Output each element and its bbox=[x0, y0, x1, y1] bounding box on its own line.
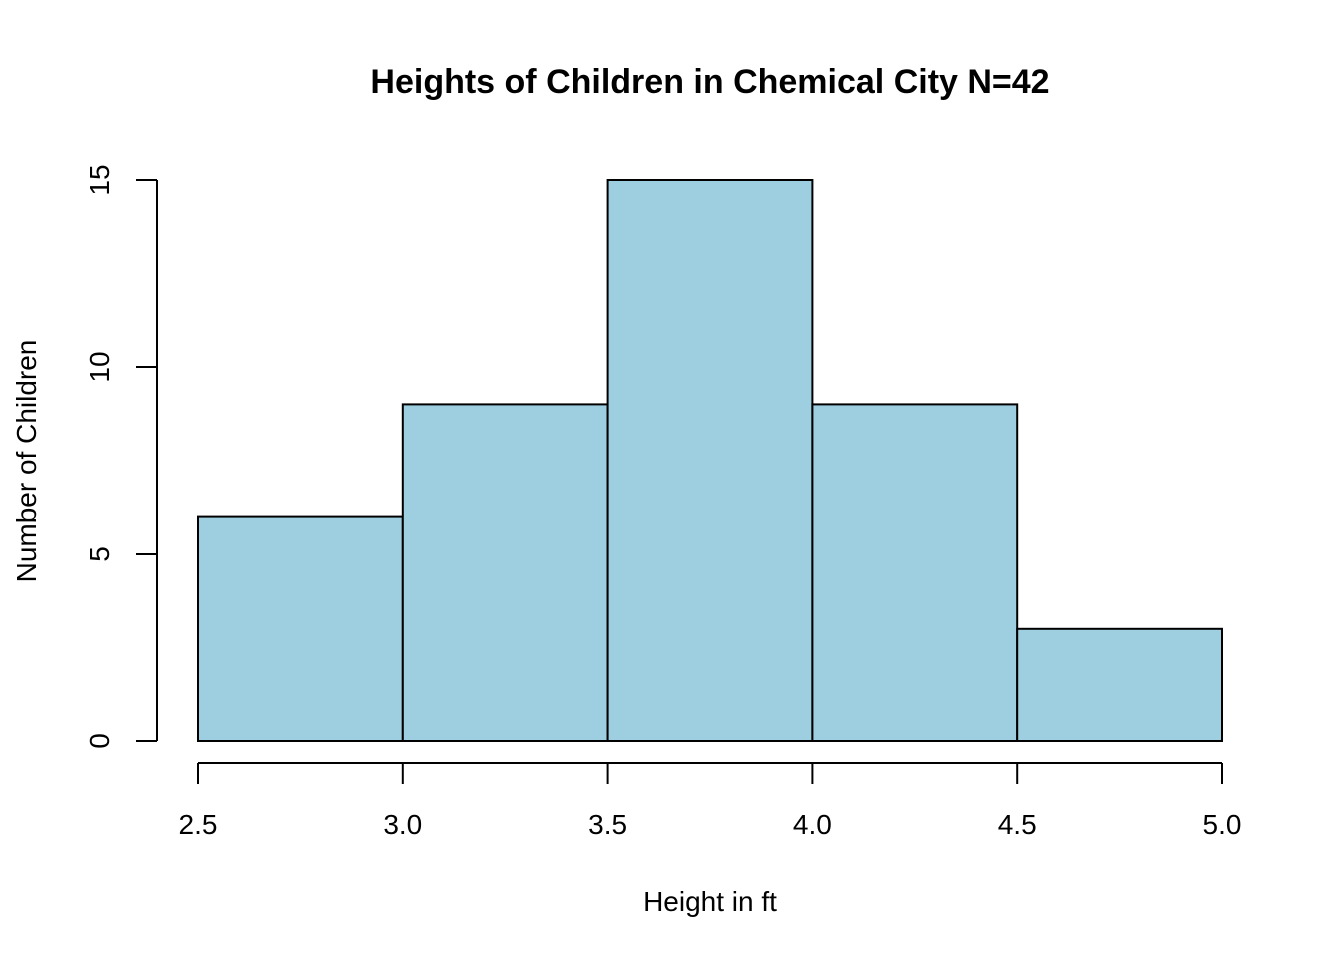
x-tick-label-4: 4.5 bbox=[998, 809, 1037, 840]
x-axis-label: Height in ft bbox=[643, 886, 777, 917]
y-tick-label-3: 15 bbox=[84, 164, 115, 195]
x-tick-label-2: 3.5 bbox=[588, 809, 627, 840]
bars-group bbox=[197, 179, 1224, 742]
x-axis: 2.5 3.0 3.5 4.0 4.5 5.0 bbox=[179, 762, 1242, 840]
x-tick-label-5: 5.0 bbox=[1203, 809, 1242, 840]
histogram-bar-0 bbox=[197, 515, 404, 742]
y-axis-label: Number of Children bbox=[11, 340, 42, 583]
histogram-bar-2 bbox=[606, 179, 814, 742]
histogram-bar-4 bbox=[1016, 627, 1224, 742]
x-tick-label-3: 4.0 bbox=[793, 809, 832, 840]
y-tick-label-1: 5 bbox=[84, 546, 115, 562]
y-axis: 0 5 10 15 bbox=[84, 164, 158, 749]
y-tick-label-2: 10 bbox=[84, 351, 115, 382]
histogram-bar-3 bbox=[811, 403, 1019, 742]
x-tick-label-1: 3.0 bbox=[383, 809, 422, 840]
x-tick-label-0: 2.5 bbox=[179, 809, 218, 840]
y-tick-label-0: 0 bbox=[84, 733, 115, 749]
histogram-bar-1 bbox=[401, 403, 609, 742]
chart-title: Heights of Children in Chemical City N=4… bbox=[370, 63, 1049, 101]
